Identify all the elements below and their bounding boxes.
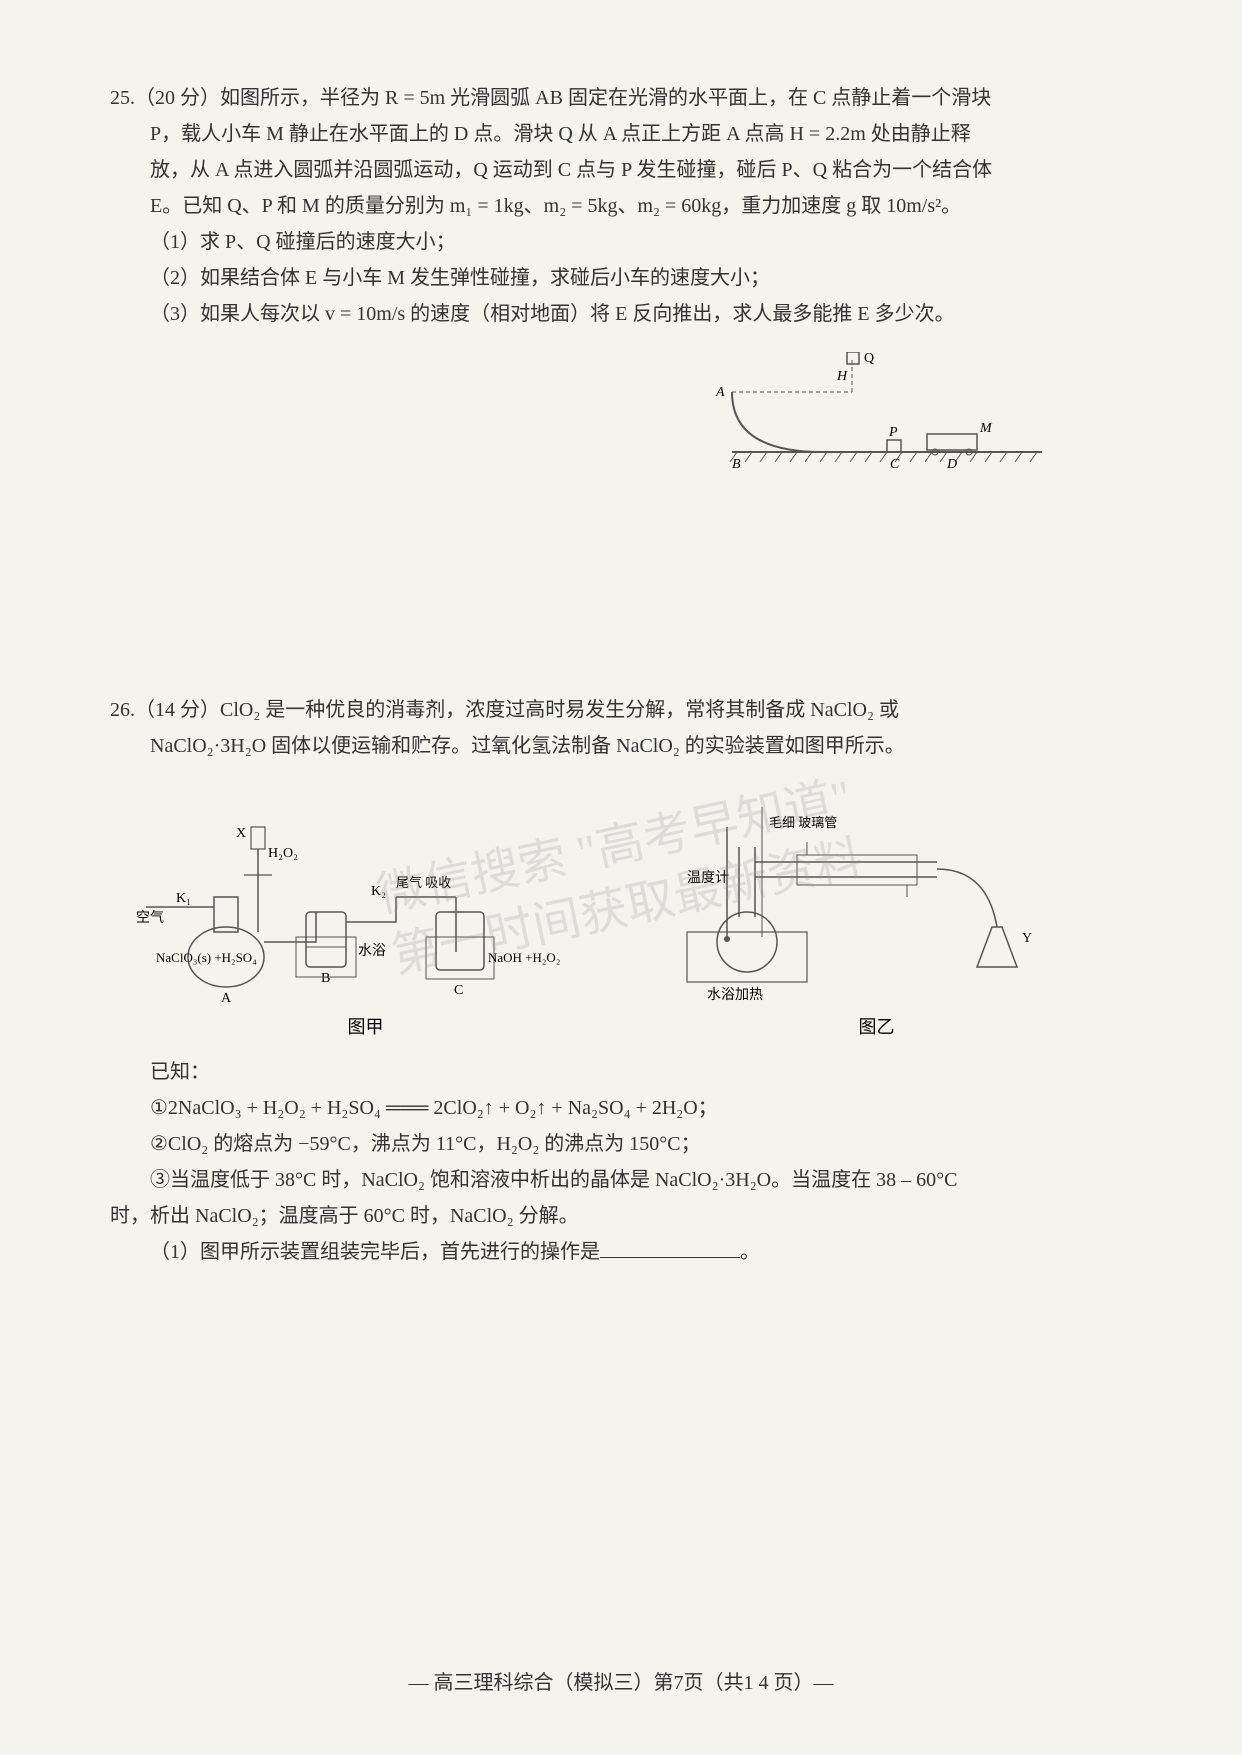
apparatus-jia: 空气 K₁ X H₂O₂ NaClO₃(s) +H₂SO₄ A B 水浴 <box>110 787 621 1039</box>
label-NaClO3: NaClO₃(s) +H₂SO₄ <box>156 950 257 965</box>
q26-sub1-pre: （1）图甲所示装置组装完毕后，首先进行的操作是 <box>150 1241 600 1263</box>
q26-points: （14 分） <box>135 699 220 721</box>
label-heat: 水浴加热 <box>707 987 763 1003</box>
label-yi: 图乙 <box>859 1013 895 1039</box>
q25-diagram: Q H A B P C M D <box>110 352 1132 472</box>
label-A: A <box>221 991 232 1006</box>
label-Q: Q <box>864 352 874 366</box>
q26-diagram: 空气 K₁ X H₂O₂ NaClO₃(s) +H₂SO₄ A B 水浴 <box>110 779 1132 1039</box>
label-thermo: 温度计 <box>687 870 729 886</box>
label-jia: 图甲 <box>348 1013 384 1039</box>
label-Y: Y <box>1022 931 1032 946</box>
q26-text: 26.（14 分）ClO₂ 是一种优良的消毒剂，浓度过高时易发生分解，常将其制备… <box>110 692 1132 764</box>
known-header: 已知： <box>150 1061 210 1083</box>
q25-points: （20 分） <box>135 87 220 109</box>
label-H: H <box>836 369 848 384</box>
q26-number: 26. <box>110 699 135 721</box>
label-K2: K₂ <box>371 884 386 899</box>
label-P: P <box>888 425 898 440</box>
q26-line1: ClO₂ 是一种优良的消毒剂，浓度过高时易发生分解，常将其制备成 NaClO₂ … <box>220 699 899 721</box>
page-footer: — 高三理科综合（模拟三）第7页（共1 4 页）— <box>0 1666 1242 1695</box>
q25-line1: 如图所示，半径为 R = 5m 光滑圆弧 AB 固定在光滑的水平面上，在 C 点… <box>220 87 991 109</box>
q25-text: 25.（20 分）如图所示，半径为 R = 5m 光滑圆弧 AB 固定在光滑的水… <box>110 80 1132 332</box>
q26-known: 已知： ①2NaClO₃ + H₂O₂ + H₂SO₄ ═══ 2ClO₂↑ +… <box>110 1054 1132 1270</box>
label-H2O2: H₂O₂ <box>268 846 298 861</box>
label-M: M <box>979 421 993 436</box>
label-tail: 尾气 吸收 <box>396 875 451 890</box>
q25-line2: P，载人小车 M 静止在水平面上的 D 点。滑块 Q 从 A 点正上方距 A 点… <box>150 123 971 145</box>
q25-number: 25. <box>110 87 135 109</box>
label-B: B <box>732 457 741 472</box>
known2: ②ClO₂ 的熔点为 −59°C，沸点为 11°C，H₂O₂ 的沸点为 150°… <box>150 1133 701 1155</box>
q25-line4: E。已知 Q、P 和 M 的质量分别为 m₁ = 1kg、m₂ = 5kg、m₂… <box>150 195 961 217</box>
label-C: C <box>890 457 900 472</box>
question-26: 26.（14 分）ClO₂ 是一种优良的消毒剂，浓度过高时易发生分解，常将其制备… <box>110 692 1132 1270</box>
q25-sub1: （1）求 P、Q 碰撞后的速度大小； <box>150 231 456 253</box>
apparatus-yi: 水浴加热 温度计 毛细 玻璃管 Y 图乙 <box>621 787 1132 1039</box>
answer-blank[interactable] <box>600 1238 740 1258</box>
physics-diagram-icon: Q H A B P C M D <box>672 352 1052 472</box>
label-A: A <box>715 385 725 400</box>
known3b: 时，析出 NaClO₂；温度高于 60°C 时，NaClO₂ 分解。 <box>110 1205 579 1227</box>
q26-line2: NaClO₂·3H₂O 固体以便运输和贮存。过氧化氢法制备 NaClO₂ 的实验… <box>150 735 905 757</box>
label-capillary: 毛细 玻璃管 <box>769 815 837 830</box>
q26-sub1-post: 。 <box>740 1241 760 1263</box>
known1: ①2NaClO₃ + H₂O₂ + H₂SO₄ ═══ 2ClO₂↑ + O₂↑… <box>150 1097 718 1119</box>
label-NaOH: NaOH +H₂O₂ <box>488 950 560 965</box>
label-K1: K₁ <box>176 891 191 906</box>
q25-line3: 放，从 A 点进入圆弧并沿圆弧运动，Q 运动到 C 点与 P 发生碰撞，碰后 P… <box>150 159 992 181</box>
label-water: 水浴 <box>358 943 386 959</box>
label-X: X <box>236 826 246 841</box>
q25-sub3: （3）如果人每次以 v = 10m/s 的速度（相对地面）将 E 反向推出，求人… <box>150 303 955 325</box>
label-C: C <box>454 983 463 998</box>
label-air: 空气 <box>136 910 164 926</box>
chemistry-apparatus-jia-icon: 空气 K₁ X H₂O₂ NaClO₃(s) +H₂SO₄ A B 水浴 <box>136 787 596 1007</box>
q25-sub2: （2）如果结合体 E 与小车 M 发生弹性碰撞，求碰后小车的速度大小； <box>150 267 770 289</box>
label-B: B <box>321 971 330 986</box>
known3a: ③当温度低于 38°C 时，NaClO₂ 饱和溶液中析出的晶体是 NaClO₂·… <box>150 1169 957 1191</box>
question-25: 25.（20 分）如图所示，半径为 R = 5m 光滑圆弧 AB 固定在光滑的水… <box>110 80 1132 472</box>
label-D: D <box>946 457 957 472</box>
chemistry-apparatus-yi-icon: 水浴加热 温度计 毛细 玻璃管 Y <box>657 787 1097 1007</box>
